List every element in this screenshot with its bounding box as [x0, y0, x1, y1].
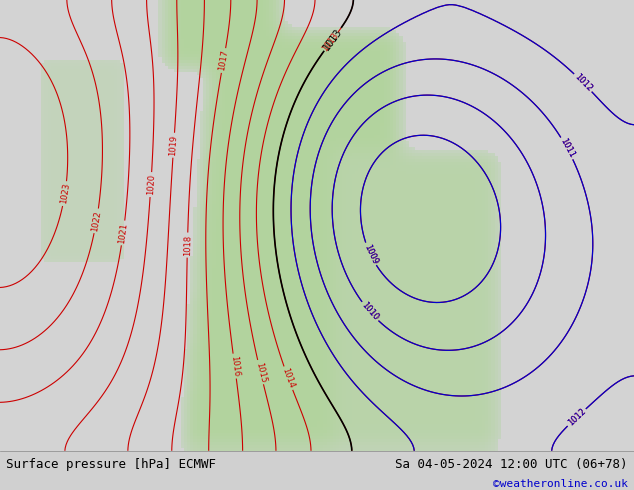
Text: 1009: 1009 [362, 243, 379, 266]
Text: 1012: 1012 [566, 407, 587, 428]
Polygon shape [0, 0, 634, 451]
Text: 1017: 1017 [217, 49, 230, 72]
Text: 1016: 1016 [229, 355, 240, 377]
Text: ©weatheronline.co.uk: ©weatheronline.co.uk [493, 479, 628, 489]
Text: 1014: 1014 [280, 367, 296, 390]
Text: 1010: 1010 [359, 301, 380, 322]
Text: 1009: 1009 [362, 243, 379, 266]
Text: 1023: 1023 [59, 182, 71, 205]
Text: 1018: 1018 [183, 234, 192, 256]
Text: 1021: 1021 [117, 222, 129, 244]
Text: 1010: 1010 [359, 301, 380, 322]
Text: 1012: 1012 [573, 72, 593, 93]
Text: 1022: 1022 [90, 210, 103, 232]
Text: 1012: 1012 [573, 72, 593, 93]
Text: 1015: 1015 [254, 361, 268, 383]
Text: 1012: 1012 [566, 407, 587, 428]
Text: Sa 04-05-2024 12:00 UTC (06+78): Sa 04-05-2024 12:00 UTC (06+78) [395, 458, 628, 471]
Text: 1019: 1019 [169, 134, 179, 156]
Text: 1013: 1013 [321, 26, 344, 52]
Text: 1011: 1011 [558, 137, 576, 160]
Text: 1011: 1011 [558, 137, 576, 160]
Text: 1013: 1013 [321, 31, 340, 53]
Text: Surface pressure [hPa] ECMWF: Surface pressure [hPa] ECMWF [6, 458, 216, 471]
Text: 1020: 1020 [146, 174, 156, 196]
